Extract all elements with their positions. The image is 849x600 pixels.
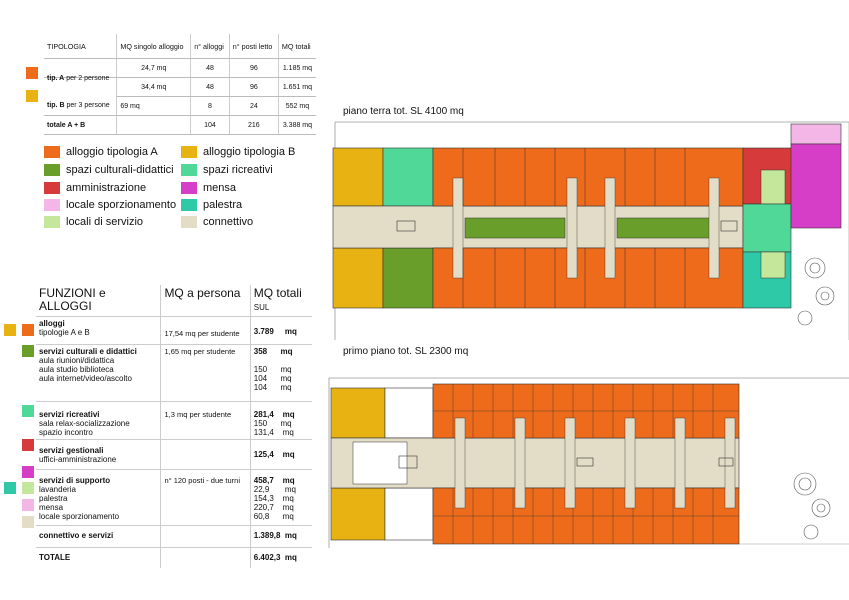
col-header: n° alloggi: [190, 34, 230, 59]
legend-item-alloggio-b: alloggio tipologia B: [181, 146, 295, 158]
top-table-swatch-b: [26, 90, 38, 102]
row-swatch-palestra: [4, 482, 16, 494]
legend-item-mensa: mensa: [181, 182, 236, 194]
col-header: FUNZIONI e ALLOGGI: [36, 285, 162, 317]
table-row: servizi di supporto lavanderia palestra men…: [36, 469, 312, 526]
legend-swatch: [44, 216, 60, 228]
row-swatch-alloggi-a: [22, 324, 34, 336]
legend-swatch: [44, 146, 60, 158]
row-swatch-servizio: [22, 482, 34, 494]
col-header: MQ totali SUL: [250, 285, 312, 317]
row-swatch-sporzionamento: [22, 499, 34, 511]
legend-item-ricreativi: spazi ricreativi: [181, 164, 273, 176]
legend-item-amministrazione: amministrazione: [44, 182, 146, 194]
legend-swatch: [44, 182, 60, 194]
col-header: MQ totali: [278, 34, 316, 59]
typology-table: TIPOLOGIA MQ singolo alloggio n° alloggi…: [44, 34, 316, 135]
table-row: connettivo e servizi 1.389,8 mq: [36, 525, 312, 548]
first-floor-title: primo piano tot. SL 2300 mq: [343, 346, 469, 357]
row-swatch-culturali: [22, 345, 34, 357]
table-row: TOTALE 6.402,3 mq: [36, 547, 312, 568]
table-row: tip. B per 3 persone 69 mq 8 24 552 mq: [44, 96, 316, 116]
legend-item-servizio: locali di servizio: [44, 216, 143, 228]
legend-item-alloggio-a: alloggio tipologia A: [44, 146, 158, 158]
ground-floor-plan: [332, 121, 849, 340]
ground-floor-title: piano terra tot. SL 4100 mq: [343, 106, 464, 117]
legend-swatch: [44, 199, 60, 211]
legend-item-sporzionamento: locale sporzionamento: [44, 199, 176, 211]
row-swatch-mensa: [22, 466, 34, 478]
row-swatch-gestionali: [22, 439, 34, 451]
table-row: servizi culturali e didattici aula riunio…: [36, 344, 312, 402]
table-row: servizi gestionali uffici-amministrazione…: [36, 439, 312, 470]
legend-swatch: [44, 164, 60, 176]
legend-swatch: [181, 199, 197, 211]
col-header: MQ singolo alloggio: [116, 34, 192, 59]
legend-item-palestra: palestra: [181, 199, 242, 211]
table-row: tip. A per 2 persone 34,4 mq 48 96 1.651…: [44, 68, 316, 97]
top-table-swatch-a: [26, 67, 38, 79]
table-row: servizi ricreativi sala relax-socializzaz…: [36, 401, 312, 440]
functions-table: FUNZIONI e ALLOGGI MQ a persona MQ total…: [36, 285, 312, 568]
col-header: TIPOLOGIA: [44, 34, 118, 59]
legend-swatch: [181, 216, 197, 228]
legend-swatch: [181, 146, 197, 158]
first-floor-plan: [328, 377, 849, 548]
col-header: n° posti letto: [229, 34, 279, 59]
table-row: totale A + B 104 216 3.388 mq: [44, 115, 316, 135]
row-swatch-ricreativi: [22, 405, 34, 417]
row-swatch-alloggi-b: [4, 324, 16, 336]
legend-item-culturali: spazi culturali-didattici: [44, 164, 174, 176]
col-header: MQ a persona: [160, 285, 251, 317]
legend-swatch: [181, 182, 197, 194]
legend-swatch: [181, 164, 197, 176]
row-swatch-connettivo: [22, 516, 34, 528]
table-row: alloggi tipologie A e B 17,54 mq per stud…: [36, 316, 312, 345]
legend-item-connettivo: connettivo: [181, 216, 253, 228]
